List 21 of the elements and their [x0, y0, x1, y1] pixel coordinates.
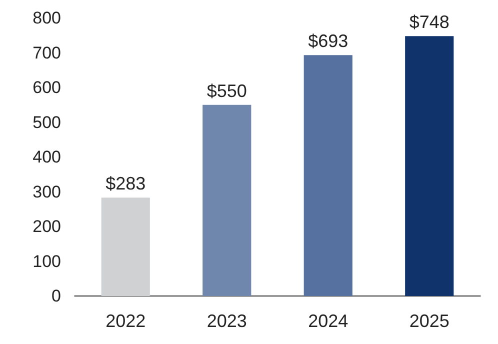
y-tick-label: 600	[32, 78, 61, 97]
x-tick-label: 2022	[106, 311, 146, 331]
y-tick-label: 0	[52, 286, 61, 306]
data-label: $550	[206, 80, 247, 101]
y-tick-label: 300	[32, 182, 61, 202]
data-label: $748	[409, 12, 450, 32]
bar	[101, 198, 150, 296]
bar	[304, 55, 352, 296]
y-tick-label: 400	[32, 148, 61, 166]
y-tick-label: 800	[32, 8, 61, 28]
data-label: $283	[106, 174, 146, 194]
data-label: $693	[308, 31, 348, 52]
x-tick-label: 2023	[206, 311, 247, 331]
y-tick-label: 100	[32, 252, 61, 271]
x-tick-label: 2024	[308, 311, 348, 331]
bar	[202, 104, 252, 296]
y-tick-label: 500	[32, 112, 61, 132]
y-tick-label: 200	[32, 217, 61, 236]
bar	[405, 36, 454, 296]
x-tick-label: 2025	[409, 311, 450, 331]
y-tick-label: 700	[32, 43, 61, 62]
